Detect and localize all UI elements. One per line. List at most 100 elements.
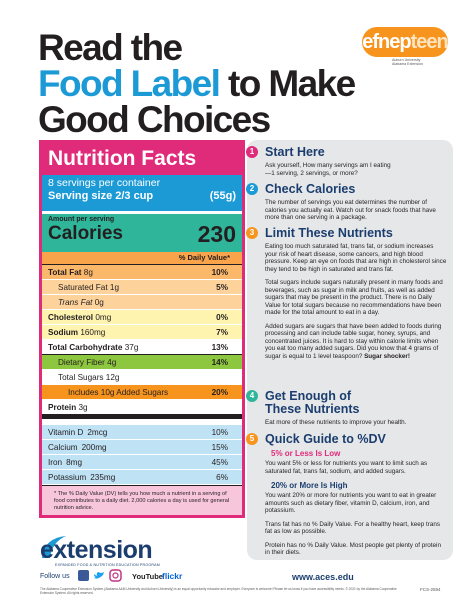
- nutrient-row: Total Sugars 12g: [42, 370, 242, 385]
- twitter-icon[interactable]: [94, 572, 104, 579]
- nutrient: Total Fat 8g: [48, 268, 212, 277]
- vitamin-amount: 8mg: [66, 457, 83, 467]
- amount-per-serving: Amount per serving: [48, 216, 115, 223]
- section-number: 1: [246, 146, 258, 158]
- nutrient-row: Dietary Fiber 4g 14%: [42, 355, 242, 370]
- publication-code: FCS-2594: [420, 587, 441, 592]
- serving-size: Serving size 2/3 cup (55g): [48, 190, 236, 203]
- nutrient-row: Cholesterol 0mg 0%: [42, 310, 242, 325]
- facebook-icon[interactable]: [78, 570, 89, 581]
- nutrient: Cholesterol 0mg: [48, 313, 216, 322]
- vitamin: Vitamin D 2mcg: [48, 428, 212, 437]
- logo: efnepteen: [362, 27, 449, 57]
- section-heading: Start Here: [265, 145, 325, 159]
- nutrient-name: Total Sugars: [58, 372, 104, 382]
- nutrient-row: Total Carbohydrate 37g 13%: [42, 340, 242, 355]
- nutrient-amount: 8g: [83, 267, 93, 277]
- fine-print: The Alabama Cooperative Extension System…: [40, 587, 397, 595]
- nutrient-dv: 0%: [216, 312, 228, 322]
- nutrient-amount: 37g: [124, 342, 139, 352]
- nutrient: Saturated Fat 1g: [58, 283, 216, 292]
- brand: extension: [40, 536, 153, 564]
- flickr-link[interactable]: flickr: [162, 571, 183, 581]
- nutrient: Total Sugars 12g: [58, 373, 228, 382]
- section-text: Ask yourself, How many servings am I eat…: [265, 162, 391, 177]
- vitamin-name: Potassium: [48, 472, 87, 482]
- footnote: * The % Daily Value (DV) tells you how m…: [42, 485, 242, 515]
- nutrient-dv: 10%: [211, 267, 228, 277]
- nutrient-amount: 12g: [105, 372, 120, 382]
- vitamin-row: Vitamin D 2mcg 10%: [42, 425, 242, 440]
- nutrient: Dietary Fiber 4g: [58, 358, 212, 367]
- label-title: Nutrition Facts: [42, 143, 242, 175]
- vitamin-row: Calcium 200mg 15%: [42, 440, 242, 455]
- section-number: 5: [246, 433, 258, 445]
- nutrient-name: Cholesterol: [48, 312, 94, 322]
- calories-value: 230: [197, 221, 236, 247]
- section-heading: Quick Guide to %DV: [265, 432, 386, 446]
- section: 1 Start Here Ask yourself, How many serv…: [246, 145, 447, 183]
- nutrient-row: Sodium 160mg 7%: [42, 325, 242, 340]
- nutrient: Total Carbohydrate 37g: [48, 343, 212, 352]
- nutrient: Trans Fat 0g: [58, 298, 228, 307]
- section-text: Total sugars include sugars naturally pr…: [265, 279, 443, 316]
- nutrient-name: Total Carbohydrate: [48, 342, 123, 352]
- vitamin-name: Iron: [48, 457, 63, 467]
- instagram-lens: [112, 572, 119, 579]
- section-text-body: Added sugars are sugars that have been a…: [265, 322, 442, 360]
- swoosh-shape: [42, 536, 66, 558]
- instagram-icon[interactable]: [109, 569, 122, 582]
- serving-size-value: (55g): [209, 190, 236, 202]
- nutrient-dv: 20%: [211, 387, 228, 397]
- nutrition-label: Nutrition Facts 8 servings per container…: [39, 140, 245, 518]
- guide-panel: [247, 140, 453, 560]
- subsection-text: You want 5% or less for nutrients you wa…: [265, 460, 428, 475]
- vitamin: Iron 8mg: [48, 458, 212, 467]
- website[interactable]: www.aces.edu: [292, 572, 354, 582]
- calories-label: Calories: [48, 223, 123, 244]
- nutrient-name: Saturated Fat: [58, 282, 108, 292]
- logo-part-1: efnep: [362, 31, 411, 53]
- follow-label: Follow us: [40, 573, 70, 580]
- section-text: The number of servings you eat determine…: [265, 199, 436, 221]
- nutrient-amount: 1g: [109, 282, 119, 292]
- section: 5 Quick Guide to %DV 5% or Less Is Low Y…: [246, 432, 447, 563]
- logo-line-2: Alabama Extension: [392, 62, 423, 67]
- title-line-1: Read the: [38, 27, 183, 68]
- nutrient-dv: 5%: [216, 282, 228, 292]
- section-text: Trans fat has no % Daily Value. For a he…: [265, 520, 441, 536]
- section-text: Added sugars are sugars that have been a…: [265, 323, 447, 361]
- title-line-2: Food Label to Make: [38, 63, 356, 104]
- section-heading: Limit These Nutrients: [265, 226, 393, 240]
- nutrient-amount: 0mg: [95, 312, 112, 322]
- vitamin-dv: 10%: [211, 427, 228, 437]
- section-heading: Get Enough of These Nutrients: [265, 389, 360, 416]
- section: 4 Get Enough of These Nutrients Eat more…: [246, 389, 447, 433]
- vitamin-amount: 200mg: [81, 442, 107, 452]
- youtube-link[interactable]: YouTube: [132, 572, 163, 581]
- servings-block: 8 servings per container Serving size 2/…: [42, 175, 242, 211]
- nutrient-amount: 4g: [107, 357, 117, 367]
- servings: 8 servings per container: [48, 177, 161, 189]
- nutrient-row: Total Fat 8g 10%: [42, 265, 242, 280]
- vitamin: Potassium 235mg: [48, 473, 216, 482]
- vitamin: Calcium 200mg: [48, 443, 212, 452]
- title-rest: to Make: [228, 63, 356, 104]
- nutrient: Protein 3g: [48, 403, 228, 412]
- section: 3 Limit These Nutrients Eating too much …: [246, 226, 447, 366]
- nutrient-dv: 14%: [211, 357, 228, 367]
- section-text: Eat more of these nutrients to improve y…: [265, 419, 407, 426]
- nutrient-amount: 3g: [78, 402, 88, 412]
- nutrient-row: Includes 10g Added Sugars 20%: [42, 385, 242, 400]
- logo-line-1: Auburn University: [392, 58, 421, 62]
- serving-size-label: Serving size 2/3 cup: [48, 190, 154, 202]
- nutrient-row: Protein 3g: [42, 400, 242, 419]
- vitamin-name: Vitamin D: [48, 427, 84, 437]
- nutrient-name: Dietary Fiber: [58, 357, 105, 367]
- calories-row: Calories 230: [48, 221, 236, 247]
- nutrient-name: Sodium: [48, 327, 79, 337]
- nutrient-amount: 0g: [94, 297, 104, 307]
- vitamin-dv: 45%: [211, 457, 228, 467]
